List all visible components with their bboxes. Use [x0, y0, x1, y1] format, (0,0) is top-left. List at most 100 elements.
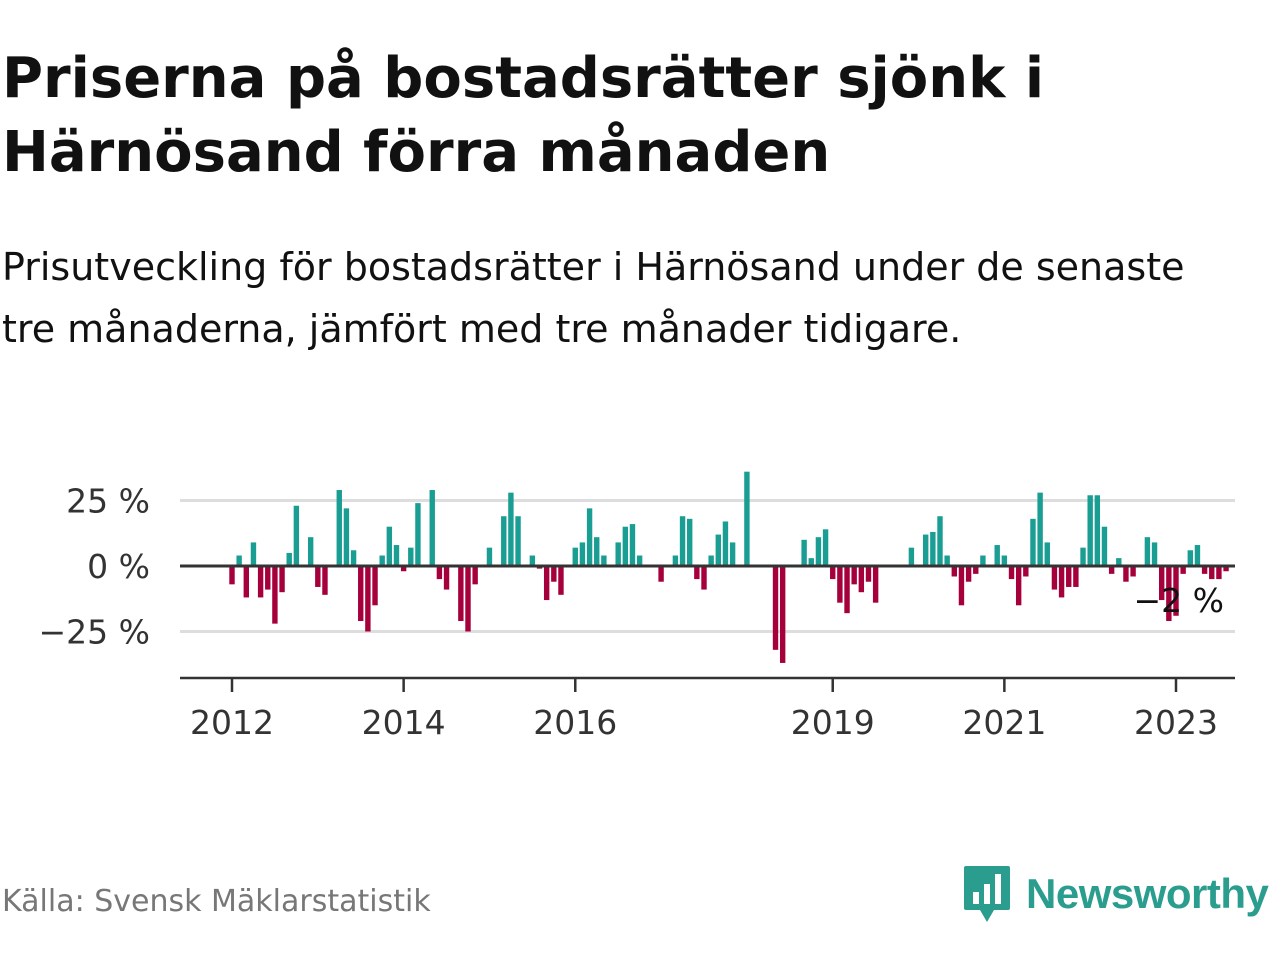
x-tick-label: 2021	[962, 703, 1046, 742]
bar	[415, 503, 421, 566]
bar	[937, 516, 943, 566]
bar	[944, 555, 950, 566]
bar	[529, 555, 536, 566]
x-tick-label: 2019	[791, 703, 875, 742]
bar	[822, 529, 829, 566]
bar	[236, 555, 242, 566]
bar	[708, 555, 714, 566]
bar	[1159, 566, 1165, 601]
axes: 25 % 0 % −25 % 2012 2014 2016 2019 2021 2023 −2 %	[39, 482, 1235, 742]
bar	[622, 526, 629, 566]
bar	[250, 542, 257, 566]
bar	[1094, 495, 1101, 566]
bar	[1173, 566, 1179, 616]
bar	[980, 555, 986, 566]
bar	[393, 545, 400, 566]
y-tick-label: 0 %	[87, 547, 150, 586]
bar	[365, 566, 371, 632]
bar	[372, 566, 378, 606]
bar	[515, 516, 521, 566]
latest-value-label: −2 %	[1134, 581, 1225, 620]
bar	[865, 566, 872, 582]
x-tick-label: 2023	[1134, 703, 1218, 742]
bar	[279, 566, 285, 593]
bar	[1080, 547, 1086, 566]
bar	[715, 534, 721, 566]
bar	[336, 490, 342, 566]
bars	[229, 471, 1229, 663]
bar	[443, 566, 450, 590]
bar	[687, 518, 693, 566]
bar	[1108, 566, 1115, 574]
bar	[1180, 566, 1186, 574]
bar	[472, 566, 478, 585]
bar	[586, 508, 593, 566]
bar	[543, 566, 550, 601]
bar	[744, 471, 750, 566]
x-tick-label: 2016	[533, 703, 617, 742]
bar	[1223, 566, 1229, 572]
bar	[1216, 566, 1222, 580]
bar	[229, 566, 235, 585]
bar	[1194, 545, 1201, 566]
bar	[872, 566, 879, 603]
x-tick-label: 2012	[190, 703, 274, 742]
bar	[257, 566, 264, 598]
bar	[286, 552, 292, 566]
bar	[1116, 558, 1122, 566]
bar	[594, 537, 600, 566]
bar	[679, 516, 686, 566]
bar	[572, 547, 578, 566]
gridlines	[180, 499, 1235, 633]
bar	[408, 547, 414, 566]
bar	[465, 566, 471, 632]
bar-chart: 25 % 0 % −25 % 2012 2014 2016 2019 2021 2023 −2 %	[39, 471, 1235, 742]
bar	[501, 516, 507, 566]
bar	[1051, 566, 1058, 590]
bar	[1201, 566, 1208, 574]
bar	[1023, 566, 1029, 577]
bar	[343, 508, 350, 566]
bar	[815, 537, 822, 566]
y-tick-label: −25 %	[39, 613, 151, 652]
bar	[558, 566, 564, 595]
bar	[458, 566, 464, 622]
y-tick-label: 25 %	[66, 482, 150, 521]
bar	[1030, 518, 1036, 566]
bar	[243, 566, 249, 598]
bar	[973, 566, 979, 574]
bar	[801, 539, 807, 566]
bar	[629, 524, 636, 566]
bar	[994, 545, 1000, 566]
bar	[908, 547, 915, 566]
bar	[400, 566, 407, 572]
bar	[293, 505, 300, 566]
bar	[930, 531, 936, 566]
bar	[1151, 542, 1158, 566]
bar	[923, 534, 929, 566]
bar	[486, 547, 493, 566]
bar	[1058, 566, 1065, 598]
bar	[1087, 495, 1093, 566]
logo-text: Newsworthy	[1026, 870, 1269, 917]
x-tick-label: 2014	[362, 703, 446, 742]
bar	[1187, 550, 1193, 566]
bar	[386, 526, 393, 566]
bar	[1037, 492, 1043, 566]
bar	[379, 555, 385, 566]
bar	[272, 566, 278, 624]
bar	[350, 550, 357, 566]
bar	[729, 542, 736, 566]
bar	[601, 555, 607, 566]
bar	[1001, 555, 1008, 566]
bar	[858, 566, 865, 593]
bar	[722, 521, 729, 566]
bar	[837, 566, 843, 603]
bar	[508, 492, 514, 566]
bar	[1209, 566, 1215, 580]
bar	[658, 566, 664, 582]
source-note: Källa: Svensk Mäklarstatistik	[2, 884, 431, 919]
bar	[808, 558, 814, 566]
bar	[1144, 537, 1151, 566]
bar	[1166, 566, 1172, 622]
